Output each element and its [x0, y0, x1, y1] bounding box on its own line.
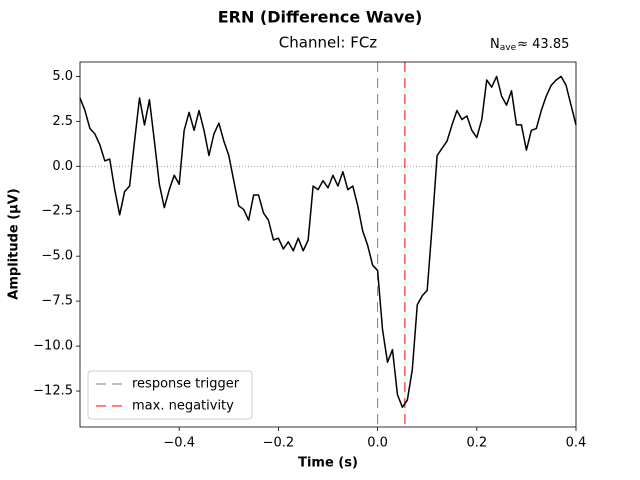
annotation-text: ≈ 43.85: [517, 37, 569, 52]
chart-subtitle: Channel: FCz: [279, 34, 378, 52]
line-series: [79, 75, 577, 408]
legend-label: response trigger: [132, 377, 240, 392]
x-tick-label: 0.0: [367, 436, 388, 451]
y-tick-label: 5.0: [52, 69, 73, 84]
x-axis-label: Time (s): [298, 456, 358, 471]
y-tick-label: −7.5: [41, 294, 73, 309]
legend-label: max. negativity: [132, 399, 234, 414]
annotation-subscript: ave: [500, 43, 517, 53]
y-tick-label: −10.0: [33, 339, 73, 354]
x-tick-label: −0.2: [263, 436, 295, 451]
y-tick-label: −12.5: [33, 384, 73, 399]
legend: response trigger max. negativity: [87, 370, 253, 420]
y-tick-label: −2.5: [41, 204, 73, 219]
y-tick-label: 2.5: [52, 114, 73, 129]
plot-frame: [79, 61, 577, 428]
y-axis-label: Amplitude (µV): [7, 188, 22, 299]
x-tick-label: 0.4: [566, 436, 587, 451]
legend-frame: [87, 370, 253, 420]
annotation-symbol: N: [490, 37, 500, 52]
annotation: Nave≈ 43.85: [490, 37, 569, 53]
x-tick-label: 0.2: [466, 436, 487, 451]
chart-title: ERN (Difference Wave): [218, 8, 423, 27]
x-tick-label: −0.4: [163, 436, 195, 451]
y-tick-label: 0.0: [52, 159, 73, 174]
y-tick-label: −5.0: [41, 249, 73, 264]
